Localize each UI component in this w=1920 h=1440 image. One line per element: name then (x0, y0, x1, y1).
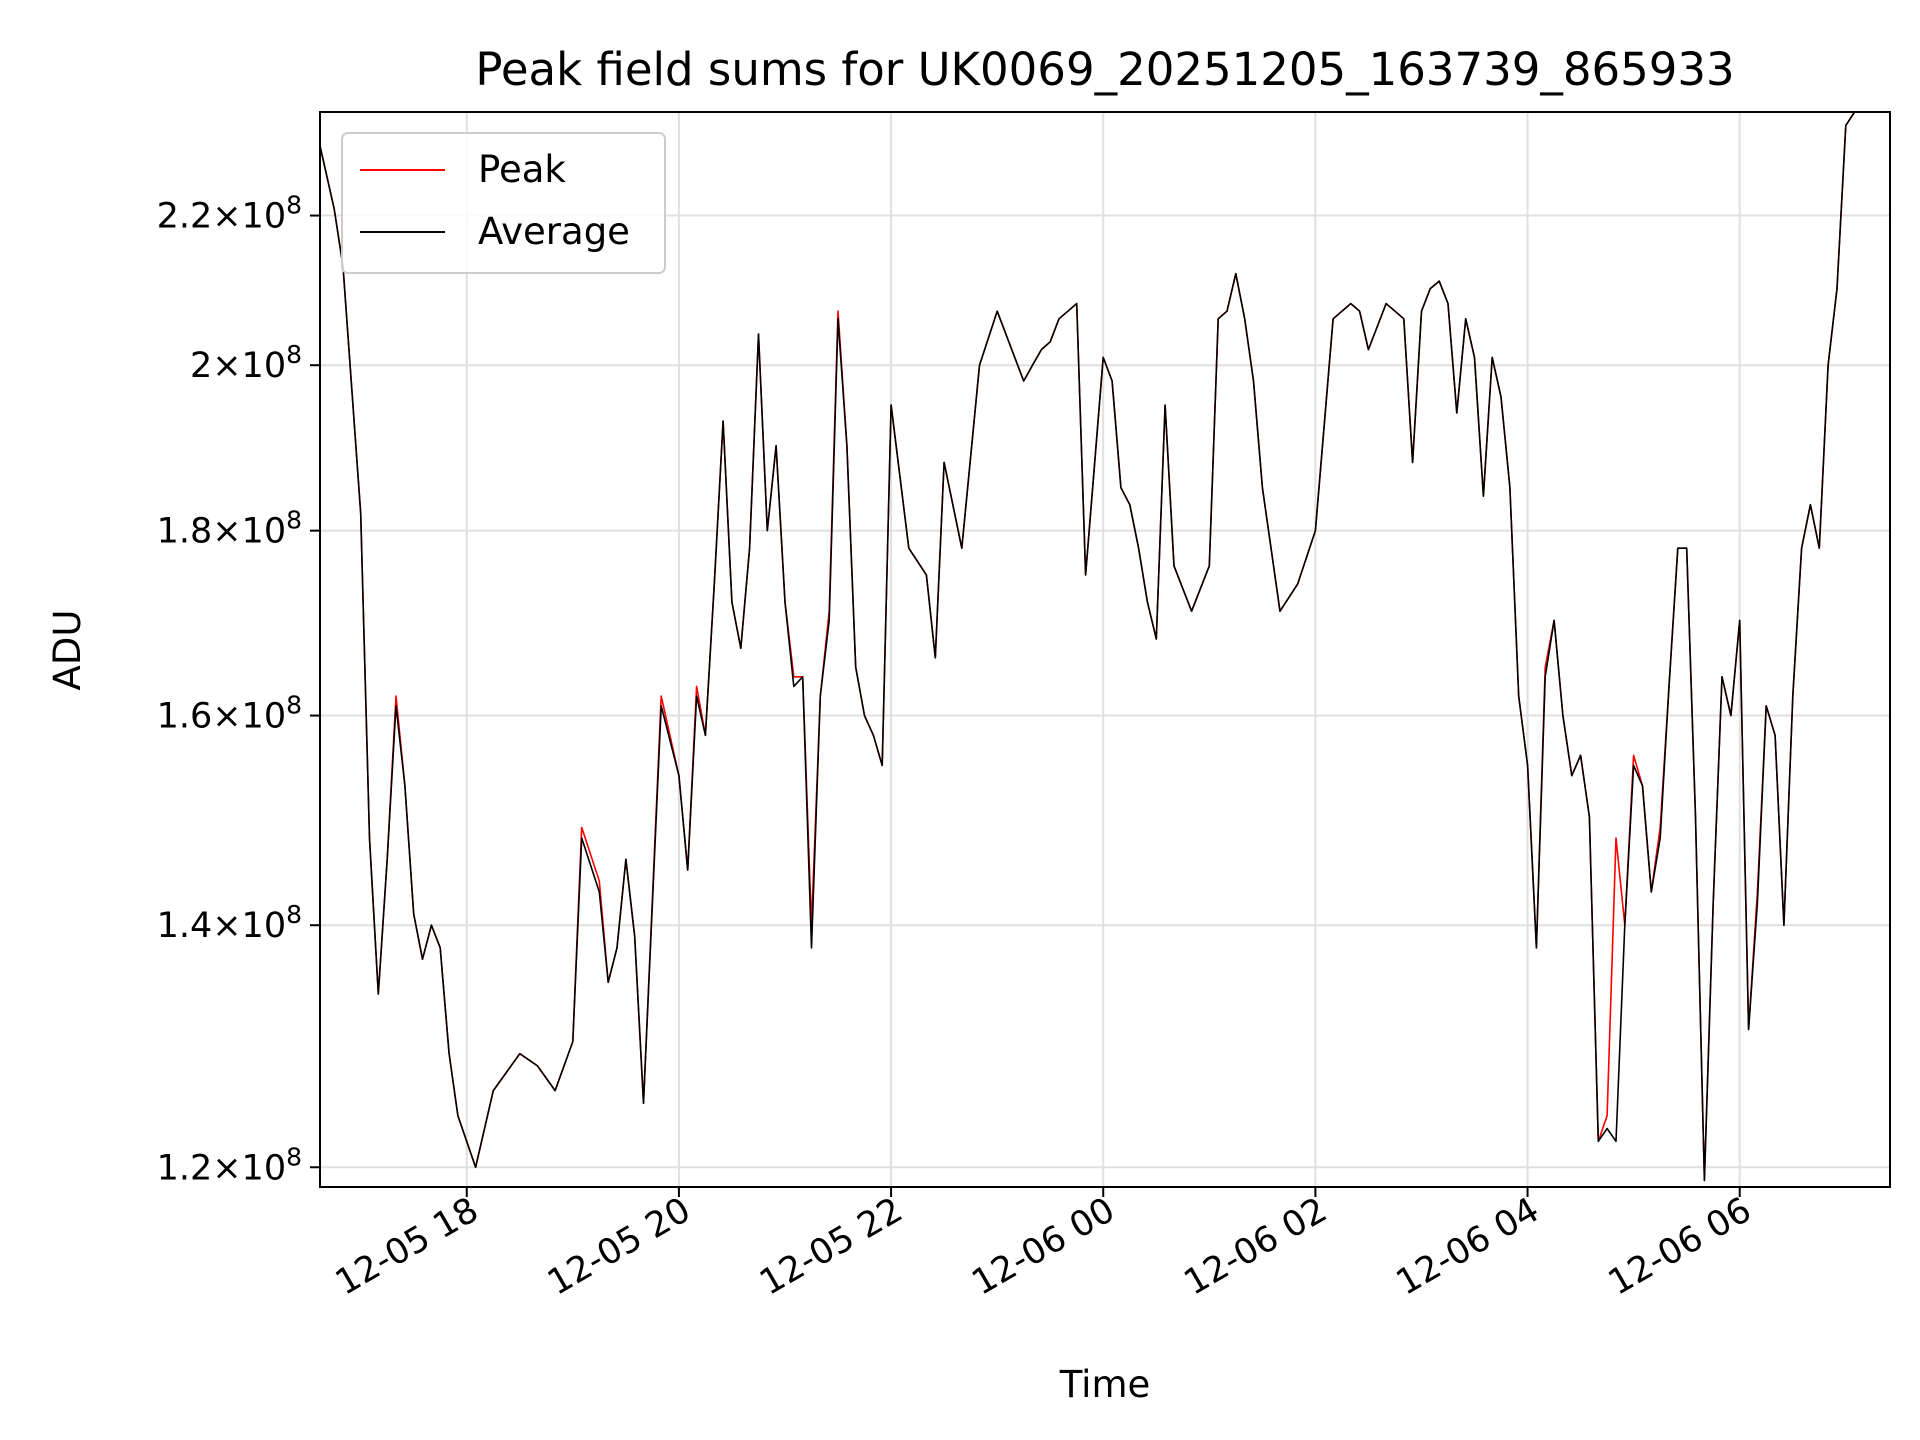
legend: Peak Average (341, 132, 666, 274)
legend-label-peak: Peak (478, 148, 566, 191)
series-average-line (319, 111, 1856, 1182)
y-tick-label: 1.6×108 (157, 691, 302, 737)
grid (320, 112, 1890, 1187)
legend-box (341, 132, 666, 274)
y-tick-label: 1.4×108 (157, 900, 302, 946)
y-tick-label: 1.2×108 (157, 1142, 302, 1188)
plot-lines (319, 111, 1856, 1182)
plot-frame (319, 111, 1891, 1188)
y-axis: 1.2×108 1.4×108 1.6×108 1.8×108 2×108 2.2×108 (157, 191, 320, 1188)
chart-title: Peak field sums for UK0069_20251205_1637… (475, 43, 1734, 96)
legend-label-average: Average (478, 210, 630, 253)
y-tick-label: 2×108 (190, 340, 302, 386)
x-axis-title: Time (1059, 1363, 1151, 1406)
y-axis-title: ADU (46, 610, 89, 691)
y-tick-label: 1.8×108 (157, 506, 302, 552)
y-tick-label: 2.2×108 (157, 191, 302, 237)
